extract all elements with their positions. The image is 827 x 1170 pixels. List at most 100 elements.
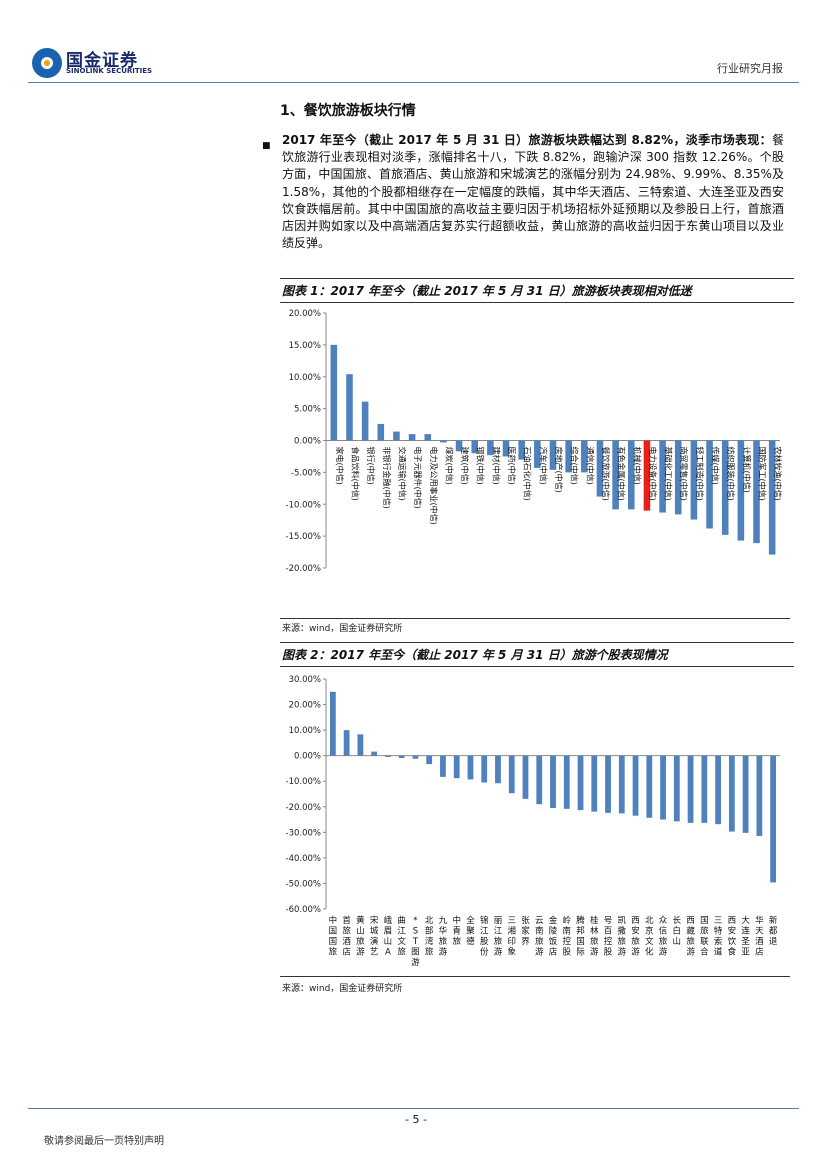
chart-bar [343, 730, 350, 756]
x-tick-label: 交通运输(中信) [397, 447, 407, 501]
x-tick-label: 张家界 [521, 916, 530, 947]
y-tick-label: 10.00% [289, 373, 321, 383]
report-type: 行业研究月报 [717, 62, 783, 75]
chart-bar [361, 401, 369, 441]
chart-bar [660, 755, 666, 820]
y-tick-label: 5.00% [294, 405, 321, 415]
chart-bar [440, 440, 447, 443]
y-tick-label: 20.00% [289, 309, 321, 319]
chart-bar [605, 755, 611, 813]
header-divider [28, 82, 799, 83]
x-tick-label: 凯撒旅游 [618, 915, 627, 958]
section-title: 1、餐饮旅游板块行情 [280, 103, 416, 119]
chart-bar [377, 423, 385, 441]
y-tick-label: 0.00% [294, 752, 321, 762]
x-tick-label: 综合(中信) [570, 447, 580, 485]
x-tick-label: 新都退 [769, 915, 778, 947]
figure1-title: 图表 1：2017 年至今（截止 2017 年 5 月 31 日）旅游板块表现相… [280, 278, 794, 303]
y-tick-label: 20.00% [289, 701, 321, 711]
figure2-chart: 30.00% 20.00% 10.00% 0.00% -10.00% -20.00% -30… [286, 675, 780, 968]
y-tick-label: -60.00% [286, 905, 321, 915]
chart-bar [768, 440, 776, 555]
footer-disclaimer: 敬请参阅最后一页特别声明 [44, 1136, 164, 1147]
x-tick-label: 黄山旅游 [356, 915, 365, 958]
x-tick-label: 金陵饭店 [549, 915, 558, 958]
y-tick-label: 0.00% [294, 437, 321, 447]
x-tick-label: 全聚德 [466, 915, 475, 947]
chart-bar [596, 440, 604, 497]
chart-bar [701, 755, 708, 823]
y-tick-label: 10.00% [289, 726, 321, 736]
x-tick-label: 三特索道 [714, 916, 723, 958]
x-tick-label: 北京文化 [645, 916, 654, 958]
x-tick-label: 西安饮食 [728, 916, 737, 958]
y-tick-label: 15.00% [289, 341, 321, 351]
chart-bar [508, 755, 515, 794]
chart-bar [522, 755, 529, 799]
chart-bar [453, 755, 460, 779]
x-tick-label: 中国国旅 [329, 915, 338, 958]
chart-bar [393, 431, 400, 441]
paragraph-lead: 2017 年至今（截止 2017 年 5 月 31 日）旅游板块跌幅达到 8.8… [282, 133, 772, 147]
x-tick-label: 国防军工(中信) [758, 447, 768, 501]
chart-bar [424, 434, 432, 441]
chart-bar [646, 755, 653, 818]
chart-bar [487, 440, 494, 456]
x-tick-label: 电力及公用事业(中信) [429, 447, 439, 525]
figure1-source-rule [280, 618, 790, 619]
figure1-source: 来源：wind，国金证券研究所 [282, 624, 403, 634]
x-tick-label: 丽江旅游 [494, 916, 503, 958]
chart-bar [426, 755, 433, 765]
x-tick-label: 西安旅游 [631, 916, 640, 958]
x-tick-label: 首旅酒店 [342, 915, 351, 958]
chart-bar [659, 440, 666, 513]
chart-bar [627, 440, 635, 510]
logo-subtext: SINOLINK SECURITIES [66, 67, 153, 75]
chart-bar [618, 755, 625, 814]
x-tick-label: 食品饮料(中信) [350, 447, 360, 501]
x-tick-label: 九华旅游 [439, 916, 448, 958]
chart-bar [346, 374, 353, 441]
y-tick-label: -20.00% [286, 803, 321, 813]
y-tick-label: -30.00% [286, 828, 321, 838]
chart-bar [612, 440, 619, 510]
x-tick-label: 云南旅游 [535, 916, 544, 958]
chart-bar [721, 440, 729, 535]
x-tick-label: 号百控股 [604, 916, 613, 958]
chart-bar [481, 755, 488, 783]
x-tick-label: 腾邦国际 [576, 915, 585, 958]
y-tick-label: -5.00% [291, 468, 321, 478]
x-tick-label: 银行(中信) [366, 447, 376, 485]
footer-divider [28, 1108, 799, 1109]
chart-bar [577, 755, 584, 811]
x-tick-label: 石油石化(中信) [523, 447, 533, 501]
chart-bar [565, 440, 572, 473]
y-tick-label: -50.00% [286, 879, 321, 889]
x-tick-label: 建材(中信) [491, 447, 501, 485]
body-paragraph: 2017 年至今（截止 2017 年 5 月 31 日）旅游板块跌幅达到 8.8… [282, 132, 784, 252]
y-tick-label: 30.00% [289, 675, 321, 685]
x-tick-label: 大连圣亚 [741, 915, 750, 958]
x-tick-label: 汽车(中信) [538, 447, 548, 485]
x-tick-label: 西藏旅游 [686, 916, 695, 958]
figure1-chart: 20.00% 15.00% 10.00% 5.00% 0.00% -5.00% -10.00… [286, 309, 784, 574]
x-tick-label: 餐饮旅游(中信) [601, 447, 611, 501]
x-tick-label: * S T 图游 [411, 916, 420, 968]
x-tick-label: 电力设备(中信) [648, 447, 658, 501]
y-tick-label: -10.00% [286, 500, 321, 510]
chart-bar [330, 344, 338, 441]
chart-bar [737, 440, 745, 541]
chart-bar [728, 755, 735, 832]
y-tick-label: -20.00% [286, 564, 321, 574]
chart-bar [591, 755, 598, 812]
x-tick-label: 非银行金融(中信) [382, 447, 392, 509]
chart-bar [690, 440, 698, 520]
chart-bar [467, 755, 474, 780]
figure2-source: 来源：wind，国金证券研究所 [282, 984, 403, 994]
x-tick-label: 曲江文旅 [397, 915, 406, 958]
logo-icon [32, 48, 62, 78]
y-tick-label: -15.00% [286, 532, 321, 542]
x-tick-label: 北部湾旅 [425, 916, 434, 958]
chart-bar [371, 751, 378, 756]
x-tick-label: 纺织服装(中信) [726, 447, 736, 501]
